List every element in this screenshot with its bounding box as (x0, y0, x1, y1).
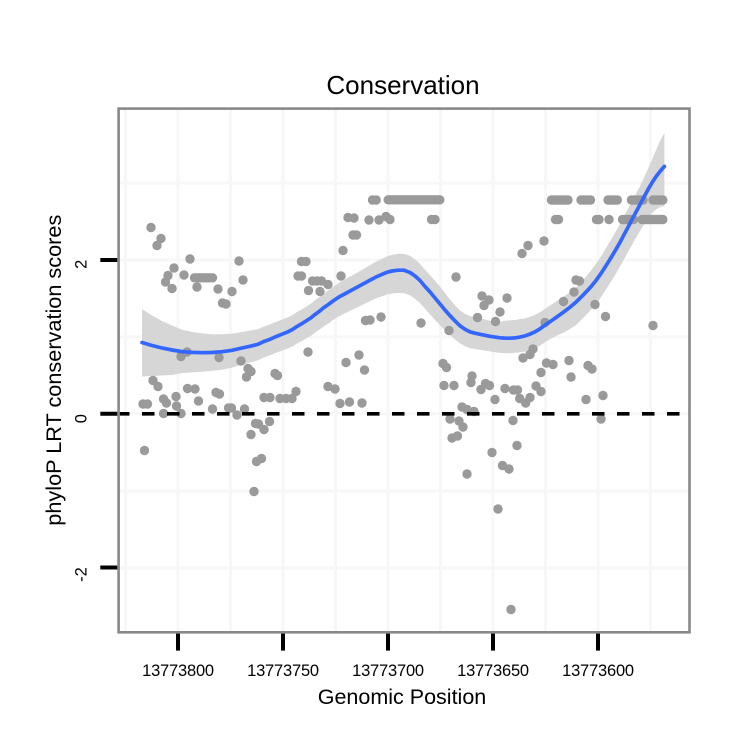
svg-text:Conservation: Conservation (326, 70, 479, 100)
svg-text:2: 2 (73, 260, 91, 269)
svg-text:0: 0 (73, 414, 91, 423)
svg-text:13773700: 13773700 (352, 662, 424, 680)
svg-text:13773650: 13773650 (457, 662, 529, 680)
svg-text:Genomic Position: Genomic Position (318, 685, 487, 709)
svg-text:13773800: 13773800 (142, 662, 214, 680)
svg-text:phyloP LRT conservation scores: phyloP LRT conservation scores (41, 215, 66, 526)
svg-text:13773600: 13773600 (562, 662, 634, 680)
svg-text:13773750: 13773750 (247, 662, 319, 680)
svg-text:-2: -2 (73, 567, 91, 582)
